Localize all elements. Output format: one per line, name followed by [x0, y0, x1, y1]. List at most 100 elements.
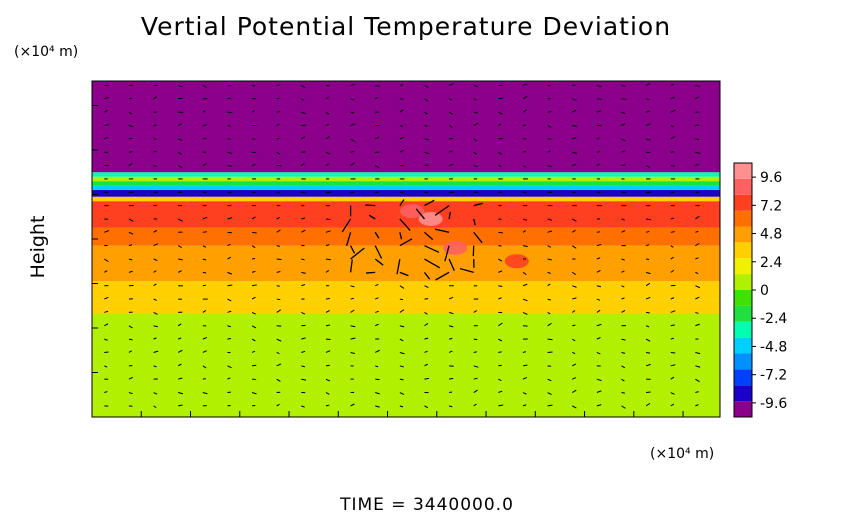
wind-vector: [473, 111, 479, 114]
wind-vector: [375, 405, 380, 408]
wind-vector: [276, 298, 281, 301]
wind-vector: [424, 377, 430, 380]
wind-vector: [423, 271, 431, 280]
wind-vector: [202, 392, 208, 395]
wind-vector: [350, 150, 355, 153]
wind-vector: [399, 125, 404, 128]
x-axis-units: (×10⁴ m): [650, 446, 715, 462]
wind-vector: [399, 136, 405, 140]
wind-vector: [178, 258, 184, 261]
wind-vector: [251, 350, 256, 353]
wind-vector: [498, 231, 504, 234]
wind-vector: [399, 405, 404, 408]
wind-vector: [301, 111, 306, 115]
wind-vector: [325, 96, 329, 100]
wind-vector: [251, 245, 256, 249]
wind-vector: [399, 338, 404, 342]
wind-vector: [177, 245, 182, 248]
wind-vector: [104, 124, 109, 126]
wind-vector: [301, 136, 306, 140]
wind-vector: [621, 365, 626, 369]
wind-vector: [596, 243, 602, 247]
wind-vector: [670, 231, 675, 233]
wind-vector: [325, 350, 331, 353]
wind-vector: [104, 109, 108, 113]
wind-vector: [325, 324, 331, 327]
wind-vector: [128, 392, 133, 395]
plot-frame: [91, 80, 721, 418]
wind-vector: [399, 392, 405, 395]
wind-vector: [621, 84, 626, 87]
wind-vector: [695, 163, 699, 167]
wind-vector: [572, 285, 577, 288]
wind-vector: [571, 229, 576, 233]
wind-vector: [153, 270, 157, 273]
wind-vector: [670, 125, 674, 128]
wind-vector: [251, 311, 256, 315]
wind-vector: [178, 84, 183, 88]
wind-vector: [202, 258, 207, 261]
wind-vector: [424, 125, 428, 127]
wind-vector: [276, 137, 280, 140]
wind-vector: [695, 96, 699, 100]
colorbar-cell-7: [734, 290, 752, 306]
wind-vector: [325, 123, 329, 126]
wind-vector: [375, 365, 379, 368]
wind-vector: [645, 123, 651, 126]
wind-vector: [621, 111, 626, 114]
wind-vector: [251, 163, 256, 167]
wind-vector: [646, 218, 652, 221]
wind-vector: [522, 150, 527, 153]
wind-vector: [227, 256, 232, 260]
wind-vector: [399, 232, 403, 240]
wind-vector: [325, 269, 330, 273]
wind-vector: [276, 403, 280, 407]
wind-vector: [276, 270, 281, 273]
wind-vector: [621, 150, 626, 153]
wind-vector: [596, 285, 602, 288]
wind-vector: [399, 325, 405, 328]
wind-vector: [424, 258, 441, 269]
wind-vector: [276, 151, 281, 155]
wind-vector: [571, 245, 577, 249]
wind-vector: [448, 296, 454, 300]
temperature-field: [92, 81, 720, 417]
wind-vector: [202, 245, 207, 248]
wind-vector: [399, 271, 409, 277]
wind-vector: [227, 243, 231, 247]
wind-vector: [498, 404, 504, 407]
wind-vector: [375, 297, 379, 300]
wind-vector: [399, 365, 404, 368]
wind-vector: [276, 352, 280, 355]
wind-vector: [399, 199, 405, 206]
wind-vector: [522, 311, 528, 315]
wind-vector: [435, 271, 450, 281]
field-band-4: [92, 227, 720, 246]
wind-vector: [128, 151, 133, 153]
wind-vector: [645, 82, 651, 86]
wind-vector: [473, 231, 483, 244]
wind-vector: [202, 365, 207, 369]
wind-vector: [128, 325, 133, 329]
wind-vector: [177, 123, 182, 126]
wind-vector: [547, 125, 552, 128]
wind-vector: [153, 165, 158, 168]
wind-vector: [252, 231, 257, 234]
wind-vector: [251, 270, 256, 273]
wind-vector: [522, 364, 528, 367]
wind-vector: [571, 218, 577, 222]
chart-title: Vertial Potential Temperature Deviation: [140, 12, 672, 41]
wind-vector: [350, 351, 355, 354]
wind-vector: [645, 338, 651, 342]
wind-vector: [596, 298, 601, 301]
wind-vector: [227, 165, 233, 167]
wind-vector: [350, 309, 355, 313]
wind-vector: [621, 123, 626, 126]
colorbar-cell-9: [734, 258, 752, 275]
colorbar-cell-10: [734, 242, 752, 259]
wind-vector: [368, 214, 376, 220]
wind-vector: [178, 337, 182, 340]
wind-vector: [695, 151, 701, 154]
colorbar-cell-4: [734, 337, 752, 354]
wind-vector: [596, 269, 601, 273]
